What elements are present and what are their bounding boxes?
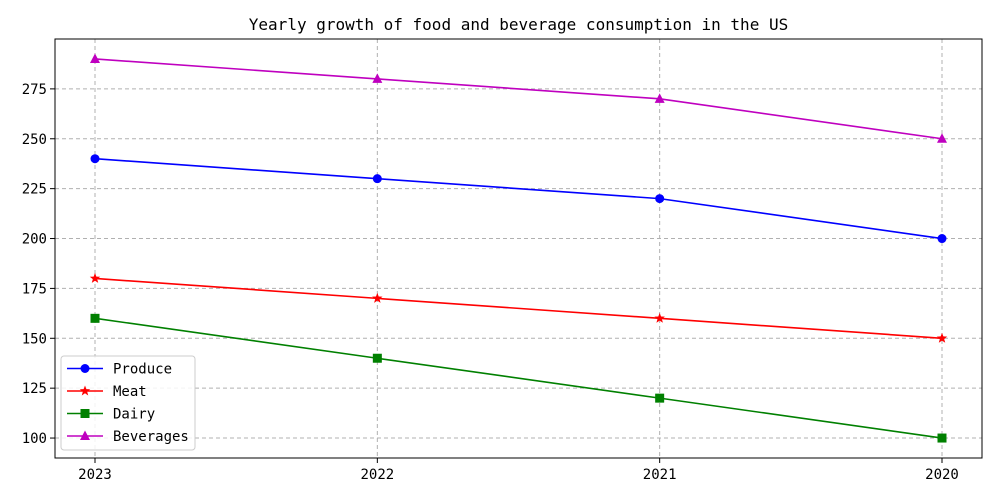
data-point (937, 433, 947, 443)
x-tick-label: 2020 (925, 467, 959, 483)
series-dairy (90, 313, 947, 443)
data-point (936, 332, 948, 343)
y-tick-label: 225 (22, 182, 47, 198)
data-point (372, 353, 382, 363)
series-layer (89, 53, 948, 443)
y-tick-label: 150 (22, 331, 47, 347)
series-line (94, 157, 943, 240)
legend-marker (80, 409, 90, 418)
axes: 2023 2022 2021 2020 100 125 150 175 200 225 250 275 (22, 82, 959, 483)
legend-item: Produce (67, 362, 172, 378)
data-point (655, 393, 665, 403)
legend-label: Beverages (113, 429, 189, 445)
y-tick-label: 275 (22, 82, 47, 98)
y-tick-label: 200 (22, 232, 47, 248)
data-point (90, 313, 100, 323)
series-produce (90, 154, 947, 244)
data-point (89, 272, 101, 283)
series-meat (89, 272, 948, 343)
data-point (655, 194, 665, 204)
legend-label: Produce (113, 362, 172, 378)
x-tick-label: 2021 (643, 467, 677, 483)
x-tick-label: 2022 (360, 467, 394, 483)
data-point (372, 292, 383, 303)
data-point (372, 73, 383, 83)
series-line (94, 317, 943, 439)
x-tick-label: 2023 (78, 467, 112, 483)
data-point (654, 312, 665, 323)
data-point (90, 154, 100, 164)
legend-item: Meat (67, 384, 147, 400)
chart-title: Yearly growth of food and beverage consu… (249, 15, 788, 34)
y-tick-label: 125 (22, 381, 47, 397)
legend-marker (80, 430, 90, 440)
legend-label: Meat (113, 384, 147, 400)
series-line (94, 277, 943, 340)
legend-item: Dairy (67, 407, 155, 423)
data-point (937, 133, 947, 143)
data-point (372, 174, 382, 184)
legend: Produce Meat Dairy Beverages (60, 355, 196, 451)
data-point (90, 53, 100, 63)
legend-marker (79, 385, 91, 396)
legend-label: Dairy (113, 407, 155, 423)
series-line (94, 58, 943, 140)
series-beverages (90, 53, 947, 143)
y-tick-label: 250 (22, 132, 47, 148)
data-point (654, 93, 665, 103)
data-point (937, 234, 947, 244)
legend-marker (80, 364, 90, 373)
legend-item: Beverages (67, 429, 189, 445)
y-tick-label: 100 (22, 431, 47, 447)
plot-frame (54, 38, 983, 459)
y-tick-label: 175 (22, 281, 47, 297)
legend-box (60, 355, 196, 451)
